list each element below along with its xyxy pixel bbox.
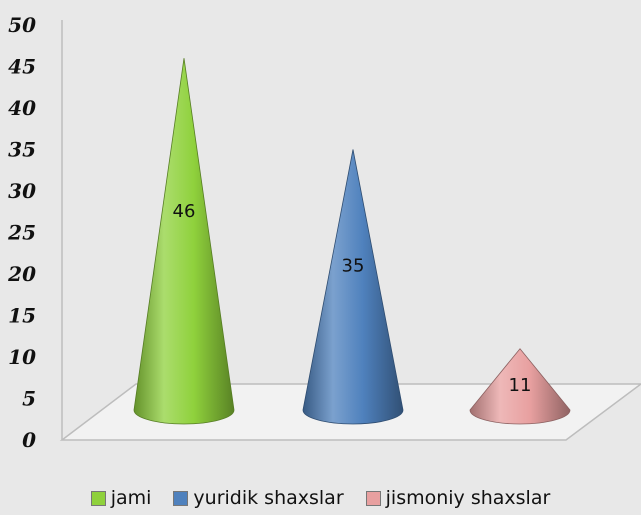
y-tick-label-4: 20 <box>7 262 36 286</box>
legend-label-1: yuridik shaxslar <box>193 487 344 509</box>
legend-item-0: jami <box>90 487 152 509</box>
legend-swatch-2 <box>365 490 381 506</box>
y-tick-label-9: 45 <box>8 55 36 79</box>
legend-swatch-0 <box>90 490 106 506</box>
cone-0 <box>133 58 235 425</box>
legend-item-1: yuridik shaxslar <box>173 487 344 509</box>
y-tick-label-1: 5 <box>22 387 36 411</box>
legend-label-0: jami <box>110 487 152 509</box>
cone-body-2 <box>469 348 571 425</box>
cone-1 <box>302 149 404 425</box>
y-tick-label-2: 10 <box>8 345 36 369</box>
legend-label-2: jismoniy shaxslar <box>385 487 551 509</box>
y-tick-label-6: 30 <box>8 179 36 203</box>
y-tick-label-0: 0 <box>22 428 36 452</box>
legend-item-2: jismoniy shaxslar <box>365 487 551 509</box>
y-tick-label-10: 50 <box>8 13 36 37</box>
legend: jami yuridik shaxslar jismoniy shaxslar <box>0 487 641 509</box>
data-label-0: 46 <box>173 201 196 222</box>
data-label-2: 11 <box>509 375 532 396</box>
y-tick-label-8: 40 <box>8 96 36 120</box>
cone-chart: 0 5 10 15 20 25 30 35 40 45 50 46 35 11 <box>7 13 641 452</box>
y-tick-label-3: 15 <box>8 304 36 328</box>
y-tick-label-5: 25 <box>7 221 36 245</box>
cone-body-1 <box>302 149 404 425</box>
data-label-1: 35 <box>342 256 365 277</box>
cone-2 <box>469 348 571 425</box>
legend-swatch-1 <box>173 490 189 506</box>
y-tick-label-7: 35 <box>8 138 36 162</box>
cone-body-0 <box>133 58 235 425</box>
